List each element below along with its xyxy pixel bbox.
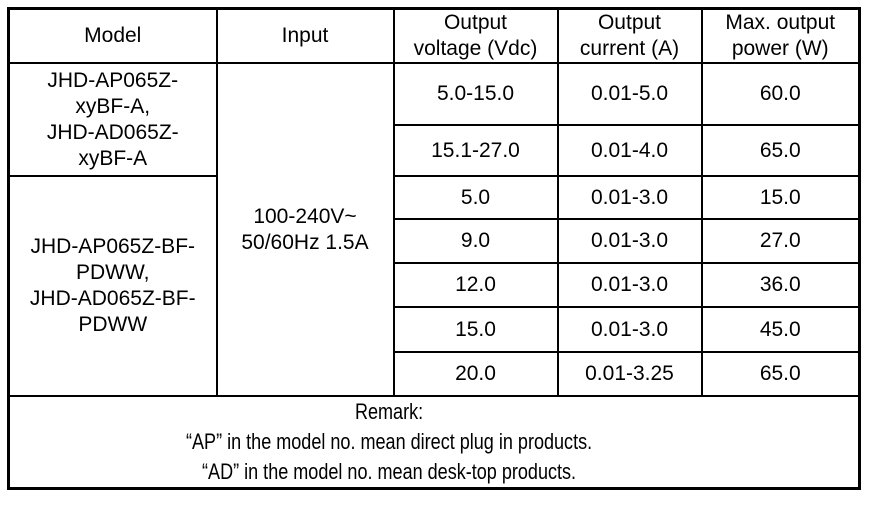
output-voltage-value: 5.0 — [392, 175, 559, 220]
remark-cell: Remark: “AP” in the model no. mean direc… — [7, 395, 861, 490]
table-row: 20.0 0.01-3.25 65.0 — [9, 351, 861, 397]
max-power-value: 45.0 — [700, 306, 861, 353]
input-spec-value: 100-240V~ 50/60Hz 1.5A — [215, 62, 395, 397]
max-power-value: 65.0 — [700, 124, 861, 177]
output-voltage-value: 20.0 — [392, 351, 559, 397]
col-header-max-output-power: Max. output power (W) — [700, 7, 861, 64]
table-row: 12.0 0.01-3.0 36.0 — [9, 262, 861, 308]
output-voltage-value: 5.0-15.0 — [392, 62, 559, 126]
output-current-value: 0.01-3.0 — [556, 306, 703, 353]
remark-text: Remark: “AP” in the model no. mean direc… — [186, 399, 593, 484]
power-spec-table: Model Input Output voltage (Vdc) Output … — [7, 7, 861, 490]
col-header-output-voltage: Output voltage (Vdc) — [392, 7, 559, 64]
table-row: JHD-AP065Z-BF- PDWW, JHD-AD065Z-BF- PDWW… — [7, 175, 861, 397]
output-voltage-value: 15.1-27.0 — [392, 124, 559, 177]
output-current-value: 0.01-3.0 — [556, 262, 703, 308]
max-power-value: 36.0 — [700, 262, 861, 308]
model-group-1: JHD-AP065Z- xyBF-A, JHD-AD065Z- xyBF-A — [7, 62, 218, 177]
table-row: 15.0 0.01-3.0 45.0 — [9, 306, 861, 353]
col-header-input: Input — [215, 7, 395, 64]
table-row: 9.0 0.01-3.0 27.0 — [9, 218, 861, 264]
col-header-model: Model — [7, 7, 218, 64]
output-voltage-value: 9.0 — [392, 218, 559, 264]
max-power-value: 15.0 — [700, 175, 861, 220]
output-current-value: 0.01-3.0 — [556, 175, 703, 220]
header-row: Model Input Output voltage (Vdc) Output … — [7, 7, 861, 64]
max-power-value: 27.0 — [700, 218, 861, 264]
output-voltage-value: 12.0 — [392, 262, 559, 308]
remark-row: Remark: “AP” in the model no. mean direc… — [7, 395, 861, 490]
output-current-value: 0.01-3.0 — [556, 218, 703, 264]
output-current-value: 0.01-3.25 — [556, 351, 703, 397]
max-power-value: 60.0 — [700, 62, 861, 126]
output-voltage-value: 15.0 — [392, 306, 559, 353]
col-header-output-current: Output current (A) — [556, 7, 703, 64]
model-group-2: JHD-AP065Z-BF- PDWW, JHD-AD065Z-BF- PDWW — [7, 175, 218, 397]
max-power-value: 65.0 — [700, 351, 861, 397]
table-row: JHD-AP065Z- xyBF-A, JHD-AD065Z- xyBF-A 1… — [7, 62, 861, 397]
output-current-value: 0.01-5.0 — [556, 62, 703, 126]
output-current-value: 0.01-4.0 — [556, 124, 703, 177]
table-row: 15.1-27.0 0.01-4.0 65.0 — [9, 124, 861, 177]
